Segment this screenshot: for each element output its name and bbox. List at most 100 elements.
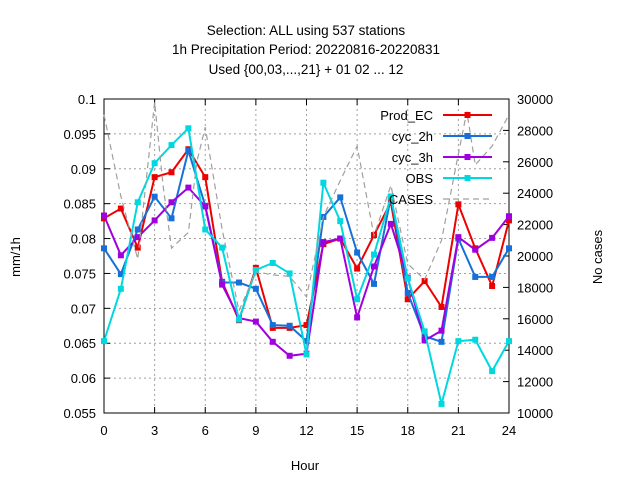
data-point-cyc-2h — [506, 245, 512, 252]
data-point-cyc-3h — [489, 234, 496, 241]
y-tick-label: 0.055 — [63, 406, 96, 421]
data-point-cyc-2h — [489, 273, 496, 280]
y2-tick-label: 18000 — [517, 280, 553, 295]
data-point-obs — [489, 368, 496, 375]
data-point-cyc-3h — [286, 352, 293, 359]
title-line-1: Selection: ALL using 537 stations — [207, 23, 406, 38]
x-axis-label: Hour — [291, 458, 320, 473]
data-point-cyc-3h — [506, 213, 512, 220]
x-tick-label: 0 — [100, 423, 107, 438]
data-point-cyc-2h — [303, 338, 310, 345]
data-point-cyc-2h — [438, 338, 445, 345]
legend-label-cyc-3h: cyc_3h — [392, 150, 433, 165]
data-point-cyc-2h — [168, 215, 175, 222]
data-point-cyc-2h — [371, 280, 377, 287]
data-point-cyc-3h — [438, 327, 445, 334]
plot-frame — [103, 98, 510, 414]
data-point-prod-ec — [117, 205, 124, 212]
legend-marker-prod-ec — [464, 112, 471, 118]
y2-tick-label: 20000 — [517, 249, 553, 264]
data-point-obs — [421, 328, 428, 335]
data-point-obs — [286, 270, 293, 277]
x-tick-label: 15 — [350, 423, 364, 438]
data-point-prod-ec — [438, 303, 445, 310]
data-point-prod-ec — [151, 174, 158, 181]
data-point-cyc-2h — [354, 249, 361, 256]
legend-label-prod-ec: Prod_EC — [380, 108, 433, 123]
y2-tick-label: 26000 — [517, 155, 553, 170]
data-point-prod-ec — [202, 174, 209, 181]
y2-tick-label: 28000 — [517, 123, 553, 138]
y-tick-label: 0.065 — [63, 336, 96, 351]
data-point-obs — [472, 336, 479, 343]
data-point-obs — [354, 296, 361, 303]
data-point-prod-ec — [455, 201, 462, 208]
legend-marker-obs — [464, 175, 471, 181]
data-point-obs — [303, 351, 310, 358]
data-point-prod-ec — [421, 278, 428, 285]
data-point-obs — [168, 142, 175, 149]
data-point-cyc-2h — [421, 333, 428, 340]
data-point-obs — [269, 259, 276, 266]
y2-tick-label: 10000 — [517, 406, 553, 421]
y-tick-label: 0.085 — [63, 197, 96, 212]
data-point-obs — [404, 275, 411, 282]
legend-label-cases: CASES — [389, 192, 433, 207]
y2-tick-label: 16000 — [517, 312, 553, 327]
x-tick-label: 18 — [401, 423, 415, 438]
data-point-obs — [337, 218, 344, 225]
data-point-obs — [185, 125, 192, 132]
data-point-cyc-3h — [185, 184, 192, 191]
data-point-obs — [151, 160, 158, 167]
data-point-cyc-3h — [320, 239, 327, 246]
data-point-prod-ec — [168, 169, 175, 176]
data-point-cyc-3h — [421, 337, 428, 344]
series-group — [101, 102, 512, 407]
legend-label-obs: OBS — [406, 171, 434, 186]
data-point-obs — [387, 193, 394, 200]
title-line-3: Used {00,03,...,21} + 01 02 ... 12 — [209, 62, 404, 77]
y-tick-label: 0.07 — [71, 301, 96, 316]
y-axis-label: mm/1h — [8, 237, 23, 277]
data-point-cyc-3h — [219, 281, 226, 288]
data-point-obs — [438, 400, 445, 407]
data-point-obs — [101, 338, 107, 345]
series-cases — [103, 102, 510, 313]
legend: Prod_EC cyc_2h cyc_3h OBS CASES — [380, 108, 492, 207]
y2-tick-label: 22000 — [517, 218, 553, 233]
x-tick-label: 6 — [202, 423, 209, 438]
data-point-cyc-3h — [269, 338, 276, 345]
data-point-obs — [506, 338, 512, 345]
data-point-cyc-3h — [117, 252, 124, 259]
data-point-cyc-2h — [117, 271, 124, 278]
data-point-cyc-2h — [101, 245, 107, 252]
y2-tick-label: 30000 — [517, 92, 553, 107]
series-obs — [101, 125, 512, 407]
data-point-cyc-2h — [134, 226, 141, 233]
data-point-obs — [252, 266, 259, 273]
x-tick-label: 12 — [299, 423, 313, 438]
data-point-prod-ec — [303, 322, 310, 329]
data-point-prod-ec — [489, 283, 496, 290]
data-point-cyc-2h — [236, 279, 242, 286]
y-tick-label: 0.09 — [71, 162, 96, 177]
y2-tick-label: 24000 — [517, 186, 553, 201]
y-tick-label: 0.1 — [78, 92, 96, 107]
title-line-2: 1h Precipitation Period: 20220816-202208… — [172, 42, 440, 57]
legend-label-cyc-2h: cyc_2h — [392, 129, 433, 144]
data-point-obs — [455, 338, 462, 345]
data-point-cyc-3h — [354, 314, 361, 321]
x-tick-label: 21 — [451, 423, 465, 438]
y-tick-label: 0.06 — [71, 371, 96, 386]
data-point-cyc-2h — [185, 147, 192, 154]
data-point-cyc-2h — [151, 193, 158, 200]
data-point-cyc-2h — [269, 322, 276, 329]
axes: 0 3 6 9 12 15 18 21 24 0.055 0.06 0.065 0.07 0.075 0.0… — [63, 92, 553, 438]
data-point-cyc-3h — [455, 234, 462, 241]
y2-tick-label: 14000 — [517, 343, 553, 358]
data-point-cyc-3h — [371, 263, 377, 270]
y-tick-label: 0.095 — [63, 127, 96, 142]
x-tick-label: 9 — [252, 423, 259, 438]
data-point-prod-ec — [354, 265, 361, 272]
